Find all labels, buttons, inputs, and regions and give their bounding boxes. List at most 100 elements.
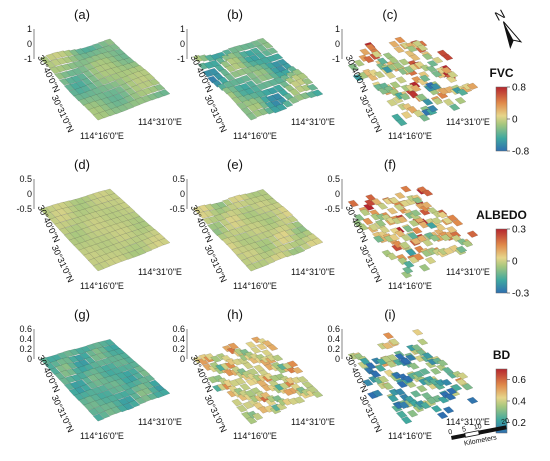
surface-cell xyxy=(134,247,147,256)
surface-cell xyxy=(442,406,455,414)
surface-cell xyxy=(420,201,433,209)
surface-cell xyxy=(311,390,324,399)
surface-cell xyxy=(411,197,424,204)
panel-c: (c)10-1 30°40'0"N30°31'0"N114°16'0"E114°3… xyxy=(332,7,490,141)
surface-cell xyxy=(456,88,469,96)
surface-cell xyxy=(281,210,294,218)
surface-cell xyxy=(71,67,84,75)
surface-cell xyxy=(437,396,450,404)
lon-tick-label: 114°31'0"E xyxy=(138,417,182,427)
surface-cell xyxy=(461,240,474,248)
surface-cell xyxy=(424,256,437,265)
surface-cell xyxy=(385,360,398,368)
surface-cell xyxy=(264,210,277,218)
surface-cell xyxy=(130,84,143,93)
surface-cell xyxy=(146,242,159,250)
surface-cell xyxy=(265,55,278,63)
surface-cell xyxy=(134,396,147,405)
surface-cell xyxy=(374,219,387,227)
surface-cell xyxy=(153,233,166,241)
surface-cell xyxy=(114,78,127,86)
z-tick-label: -1 xyxy=(24,54,32,64)
surface xyxy=(39,38,171,121)
surface-cell xyxy=(389,81,402,89)
scale-bar-seg-2 xyxy=(464,430,480,438)
surface-cell xyxy=(382,332,395,340)
surface-cell xyxy=(224,65,237,73)
surface-cell xyxy=(92,229,104,238)
surface-cell xyxy=(428,234,441,242)
surface-cell xyxy=(291,366,304,374)
surface-cell xyxy=(399,241,411,249)
scale-bar-seg-1 xyxy=(451,433,466,440)
colorbar-bd: BD 0.6 0.4 0.2 xyxy=(493,348,526,434)
surface-cell xyxy=(394,36,406,44)
surface-cell xyxy=(387,394,399,403)
surface-cell xyxy=(266,344,279,351)
surface-cell xyxy=(128,211,141,219)
surface-cell xyxy=(445,75,458,83)
surface-cell xyxy=(223,73,236,81)
surface-cell xyxy=(99,70,111,78)
surface-cell xyxy=(384,71,397,80)
surface-cell xyxy=(347,63,360,71)
surface-cell xyxy=(301,381,314,389)
surface-cell xyxy=(45,53,57,61)
surface-cell xyxy=(240,74,252,83)
surface-cell xyxy=(299,242,312,251)
surface-cell xyxy=(92,80,104,88)
z-tick-label: 0 xyxy=(180,354,185,364)
surface-cell xyxy=(143,374,156,382)
surface-cell xyxy=(87,224,99,233)
surface-cell xyxy=(210,355,222,363)
surface-cell xyxy=(393,203,405,211)
z-tick-label: 0.4 xyxy=(327,334,340,344)
surface-cell xyxy=(153,83,166,92)
surface-cell xyxy=(372,235,385,243)
panel-i: (i)0.60.40.20 30°40'0"N30°31'0"N114°16'0"… xyxy=(327,307,489,441)
surface xyxy=(192,37,324,121)
surface-cell xyxy=(403,65,415,73)
surface-cell xyxy=(93,405,106,414)
panel-label: (f) xyxy=(384,157,396,172)
surface-cell xyxy=(110,73,122,81)
z-tick-label: 0 xyxy=(27,189,32,199)
surface-cell xyxy=(118,390,131,398)
surface-cell xyxy=(278,382,291,390)
surface-cell xyxy=(455,245,468,254)
surface-cell xyxy=(242,362,254,370)
surface-cell xyxy=(412,253,425,261)
surface-cell xyxy=(91,386,103,395)
surface-cell xyxy=(311,89,324,97)
surface-cell xyxy=(240,224,252,233)
surface-cell xyxy=(158,89,171,97)
surface-cell xyxy=(122,402,135,411)
surface-cell xyxy=(406,409,419,418)
surface-cell xyxy=(148,78,161,86)
surface-cell xyxy=(440,378,453,386)
surface-cell xyxy=(413,370,425,378)
surface-cell xyxy=(416,93,428,101)
surface-cell xyxy=(148,379,161,387)
surface-cell xyxy=(227,196,240,204)
surface-cell xyxy=(97,384,109,393)
surface-cell xyxy=(261,42,274,49)
surface-cell xyxy=(431,97,444,106)
z-tick-label: 0.4 xyxy=(172,334,185,344)
surface-cell xyxy=(92,413,105,422)
surface-cell xyxy=(394,192,406,199)
panel-label: (e) xyxy=(227,157,243,172)
surface-cell xyxy=(402,225,414,233)
surface-cell xyxy=(466,230,479,238)
surface-cell xyxy=(281,100,294,108)
lon-tick-label: 114°31'0"E xyxy=(138,117,182,127)
surface-cell xyxy=(366,73,379,82)
surface-cell xyxy=(44,61,56,69)
surface-cell xyxy=(392,61,404,69)
surface-cell xyxy=(445,225,458,234)
surface-cell xyxy=(398,58,410,66)
surface-cell xyxy=(260,49,273,57)
panel-d: (d)0.50-0.5 30°40'0"N30°31'0"N114°16'0"E1… xyxy=(16,157,181,291)
surface-cell xyxy=(395,118,408,127)
surface-cell xyxy=(223,223,236,231)
